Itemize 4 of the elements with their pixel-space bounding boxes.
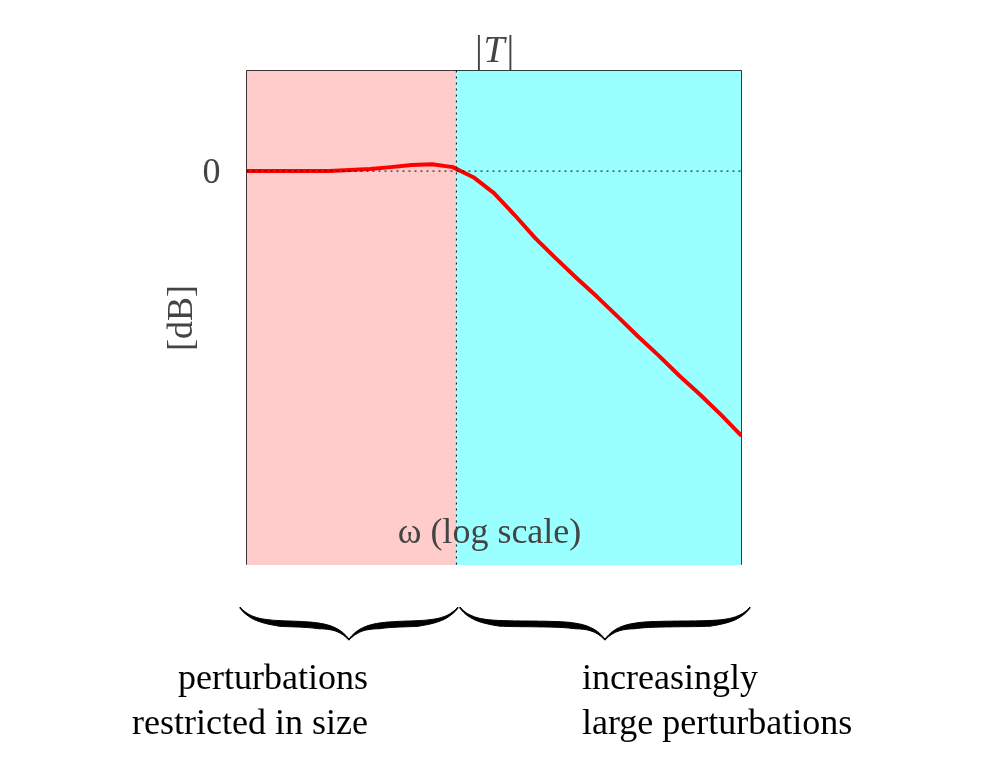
chart-title: |T| bbox=[472, 27, 516, 70]
x-axis-title: ω (log scale) bbox=[397, 510, 582, 551]
ref-line-label: 0 bbox=[202, 151, 221, 192]
y-axis-title: [dB] bbox=[159, 284, 200, 351]
